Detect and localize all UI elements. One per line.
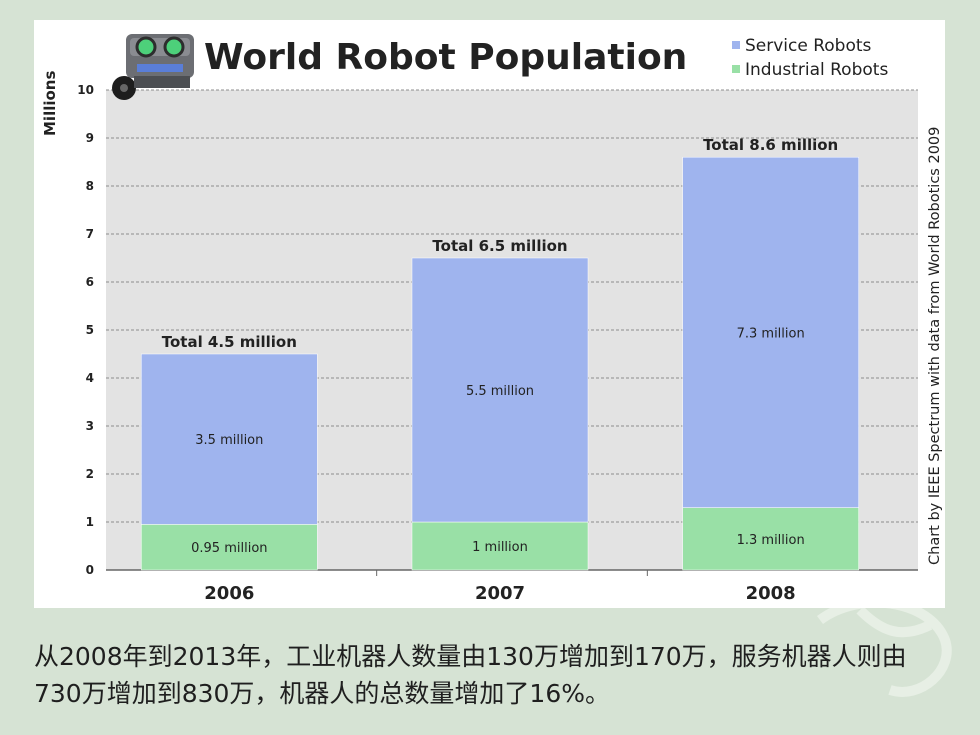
- chart-title: World Robot Population: [204, 37, 687, 78]
- y-tick-labels: 0 1 2 3 4 5 6 7 8 9 10: [77, 83, 94, 577]
- legend-swatch-industrial: [732, 65, 740, 73]
- y-tick-label: 7: [86, 227, 94, 241]
- y-tick-label: 2: [86, 467, 94, 481]
- bar-data-label: 1 million: [472, 540, 528, 555]
- bar-data-label: 5.5 million: [466, 384, 534, 399]
- x-tick-labels: 2006 2007 2008: [204, 570, 796, 604]
- y-tick-label: 6: [86, 275, 94, 289]
- y-tick-label: 9: [86, 131, 94, 145]
- legend-label-service: Service Robots: [745, 36, 872, 56]
- x-tick-label: 2007: [475, 583, 525, 604]
- y-tick-label: 4: [86, 371, 94, 385]
- y-tick-label: 8: [86, 179, 94, 193]
- robot-mascot-icon: [112, 34, 194, 100]
- bar-data-label: 3.5 million: [195, 433, 263, 448]
- chart: 0 1 2 3 4 5 6 7 8 9 10 0.95 million 3.5 million Tota…: [41, 34, 943, 604]
- bar-total-label: Total 6.5 million: [432, 237, 567, 255]
- bar-segment: [411, 257, 589, 523]
- y-tick-label: 3: [86, 419, 94, 433]
- bar-data-label: 0.95 million: [191, 541, 267, 556]
- y-tick-label: 10: [77, 83, 94, 97]
- bar-segment: [682, 156, 859, 508]
- bar-segment: [141, 353, 318, 525]
- y-tick-label: 5: [86, 323, 94, 337]
- y-axis-label: Millions: [41, 71, 59, 136]
- legend-swatch-service: [732, 41, 740, 49]
- x-tick-label: 2006: [204, 583, 254, 604]
- bar-data-label: 1.3 million: [737, 533, 805, 548]
- bar-data-label: 7.3 million: [737, 326, 805, 341]
- bars: 0.95 million 3.5 million Total 4.5 million…: [141, 136, 859, 571]
- caption-text: 从2008年到2013年，工业机器人数量由130万增加到170万，服务机器人则由…: [34, 642, 907, 708]
- chart-panel: 0 1 2 3 4 5 6 7 8 9 10 0.95 million 3.5 million Tota…: [34, 20, 945, 608]
- y-tick-label: 0: [86, 563, 94, 577]
- legend-label-industrial: Industrial Robots: [745, 60, 888, 80]
- chart-source-note: Chart by IEEE Spectrum with data from Wo…: [927, 127, 943, 565]
- bar-total-label: Total 4.5 million: [162, 333, 297, 351]
- bar-segment: [411, 521, 589, 571]
- bar-segment: [682, 507, 859, 571]
- x-tick-label: 2008: [746, 583, 796, 604]
- bar-total-label: Total 8.6 million: [703, 136, 838, 154]
- y-tick-label: 1: [86, 515, 94, 529]
- legend: Service Robots Industrial Robots: [732, 36, 888, 80]
